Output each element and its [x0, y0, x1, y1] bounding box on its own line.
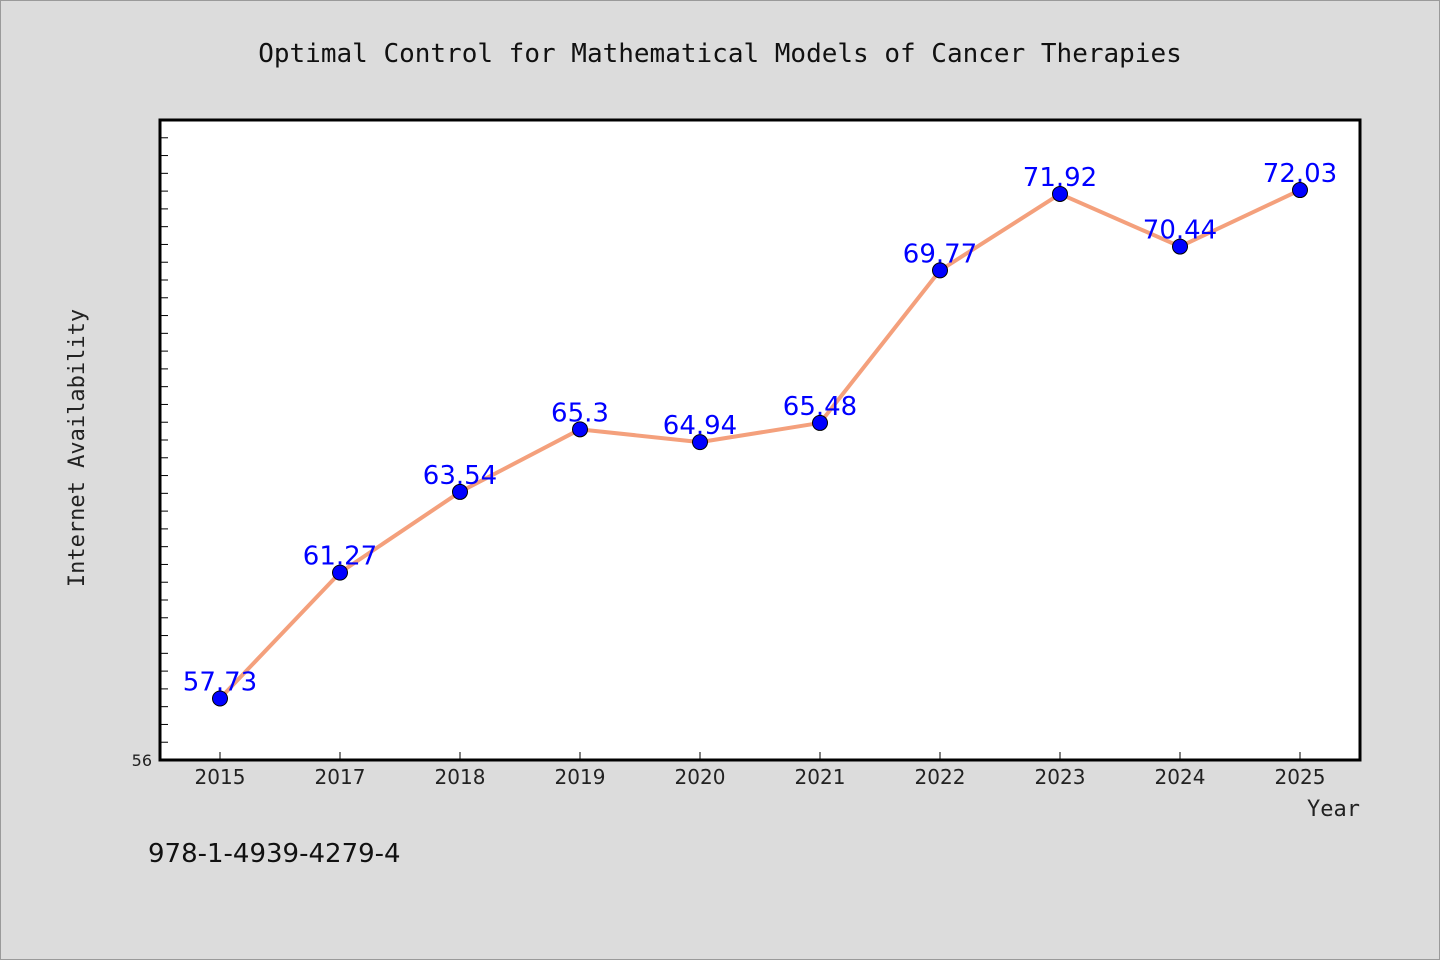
y-axis-ticks — [160, 137, 168, 743]
series-line — [218, 188, 1301, 700]
data-point — [1052, 185, 1068, 202]
chart-title: Optimal Control for Mathematical Models … — [258, 39, 1182, 69]
y-tick-label-min: 56 — [132, 751, 152, 770]
x-tick-label: 2025 — [1275, 765, 1326, 789]
data-label: 65.48 — [783, 392, 857, 422]
x-axis-label: Year — [1307, 797, 1360, 822]
data-points — [212, 182, 1308, 707]
data-point — [1292, 182, 1308, 199]
data-point — [572, 421, 588, 438]
x-tick-label: 2015 — [195, 765, 246, 789]
data-point — [692, 434, 708, 451]
data-point — [1172, 238, 1188, 255]
x-tick-label: 2018 — [435, 765, 486, 789]
data-point — [332, 564, 348, 581]
data-label: 65.3 — [551, 398, 609, 428]
data-labels: 57.73 61.27 63.54 65.3 64.94 65.48 69.77 71.92 7… — [183, 159, 1337, 697]
data-point — [452, 483, 468, 500]
data-label: 70.44 — [1143, 216, 1217, 246]
data-point — [212, 690, 228, 707]
data-label: 57.73 — [183, 667, 257, 697]
data-label: 72.03 — [1263, 159, 1337, 189]
x-tick-label: 2017 — [315, 765, 366, 789]
x-tick-label: 2019 — [555, 765, 606, 789]
x-tick-label: 2024 — [1155, 765, 1206, 789]
x-tick-label: 2023 — [1035, 765, 1086, 789]
data-label: 61.27 — [303, 542, 377, 572]
data-label: 69.77 — [903, 239, 977, 269]
data-point — [812, 414, 828, 431]
isbn-text: 978-1-4939-4279-4 — [148, 839, 401, 869]
plot-area — [158, 118, 1362, 762]
x-tick-label: 2021 — [795, 765, 846, 789]
data-label: 64.94 — [663, 411, 737, 441]
y-axis-label: Internet Availability — [65, 309, 90, 587]
data-label: 71.92 — [1023, 163, 1097, 193]
x-axis: 2015 2017 2018 2019 2020 2021 2022 2023 2024 2025 — [195, 752, 1326, 789]
x-tick-label: 2022 — [915, 765, 966, 789]
data-point — [932, 262, 948, 279]
data-label: 63.54 — [423, 461, 497, 491]
x-tick-label: 2020 — [675, 765, 726, 789]
